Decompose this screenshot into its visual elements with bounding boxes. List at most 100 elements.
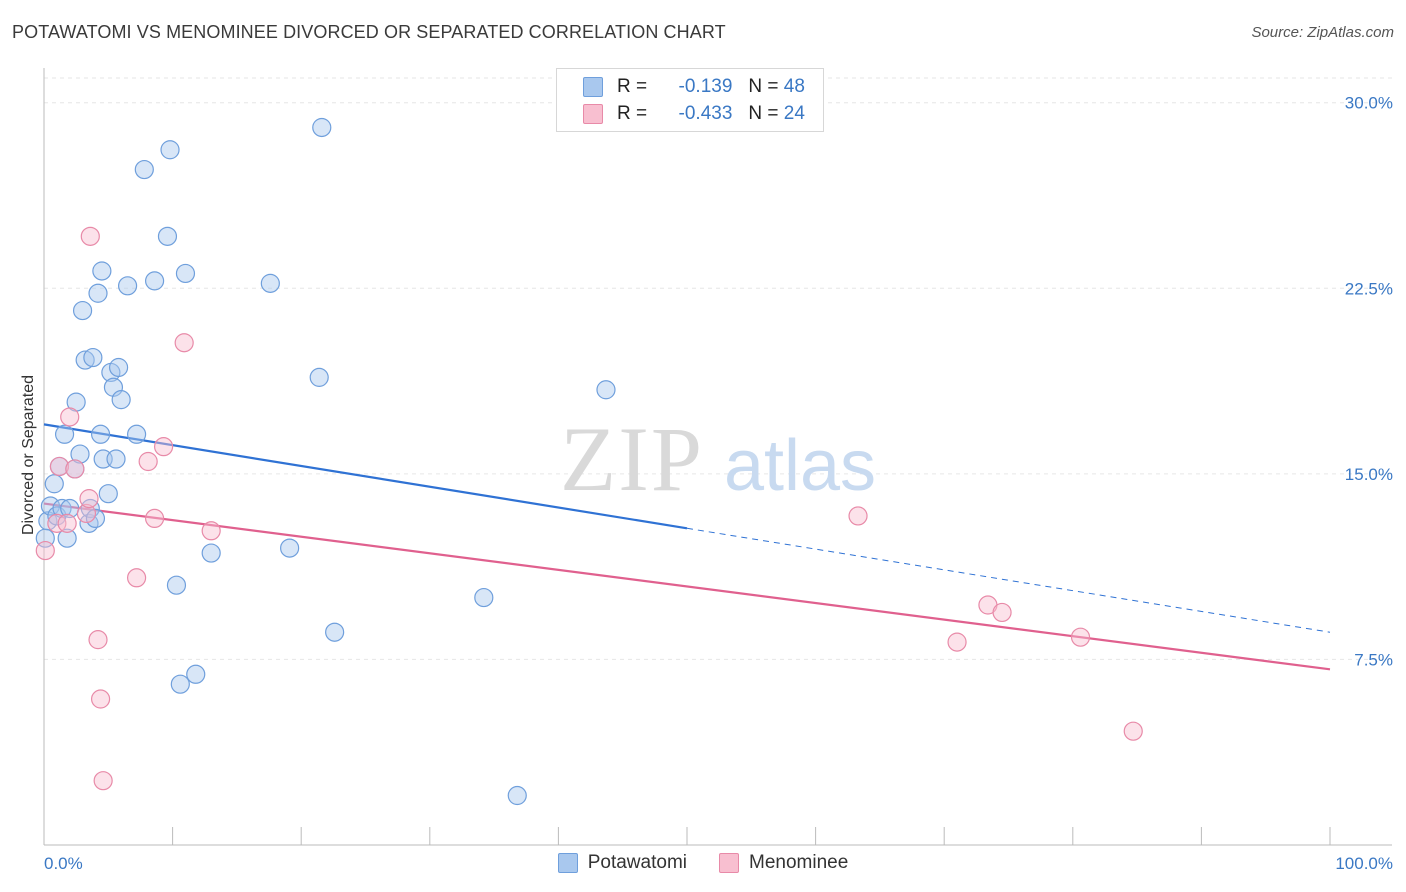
point-potawatomi <box>92 261 112 281</box>
point-potawatomi <box>157 226 178 246</box>
point-menominee <box>1070 627 1091 647</box>
point-potawatomi <box>98 484 118 504</box>
series-label-potawatomi: Potawatomi <box>587 852 687 873</box>
point-potawatomi <box>166 575 187 595</box>
point-potawatomi <box>117 276 138 296</box>
point-menominee <box>60 407 80 427</box>
point-potawatomi <box>474 587 494 608</box>
tick-labels: 7.5% 15.0% 22.5% 30.0% 0.0% 100.0% <box>44 94 1393 873</box>
legend-n-label: N = <box>748 103 779 124</box>
legend-swatch-potawatomi <box>583 77 603 97</box>
point-potawatomi <box>75 350 95 370</box>
point-menominee <box>65 459 85 479</box>
point-menominee <box>174 333 194 353</box>
point-potawatomi <box>40 496 61 516</box>
point-potawatomi <box>312 117 332 138</box>
legend-swatch-menominee <box>583 104 603 124</box>
series-swatch-menominee <box>719 853 739 873</box>
point-potawatomi <box>596 380 616 400</box>
source-credit: Source: ZipAtlas.com <box>1251 24 1394 41</box>
trend-line-menominee <box>43 502 1331 671</box>
point-potawatomi <box>57 528 77 548</box>
legend-n-value: 24 <box>783 103 805 124</box>
point-menominee <box>144 508 165 529</box>
series-legend-menominee[interactable]: Menominee <box>719 852 848 874</box>
chart-title: POTAWATOMI VS MENOMINEE DIVORCED OR SEPA… <box>12 22 726 42</box>
point-potawatomi <box>85 508 106 529</box>
series-label-menominee: Menominee <box>749 852 849 873</box>
point-menominee <box>47 513 67 533</box>
x-tick-label-min: 0.0% <box>44 854 83 873</box>
legend-r-label: R = <box>617 76 648 97</box>
y-tick-label: 15.0% <box>1345 465 1393 484</box>
y-tick-label: 30.0% <box>1345 94 1393 113</box>
point-potawatomi <box>52 498 72 519</box>
point-potawatomi <box>108 357 129 378</box>
point-potawatomi <box>126 424 147 444</box>
point-menominee <box>992 602 1012 623</box>
point-potawatomi <box>72 300 93 321</box>
watermark: ZIP atlas <box>560 408 876 510</box>
series-legend: Potawatomi Menominee <box>0 852 1406 874</box>
point-menominee <box>57 513 77 533</box>
legend-row-potawatomi: R = -0.139 N = 48 <box>557 73 805 101</box>
watermark-zip: ZIP <box>560 408 704 510</box>
trend-lines <box>43 423 1331 671</box>
point-menominee <box>201 521 221 541</box>
point-potawatomi <box>90 424 111 444</box>
data-points <box>35 117 1143 806</box>
point-menominee <box>138 451 158 472</box>
point-menominee <box>848 506 868 526</box>
legend-r-value: -0.139 <box>678 76 733 97</box>
legend-n-label: N = <box>748 76 779 97</box>
series-legend-potawatomi[interactable]: Potawatomi <box>557 852 687 874</box>
legend-n-value: 48 <box>783 76 805 97</box>
point-menominee <box>153 437 174 457</box>
point-menominee <box>88 630 108 650</box>
point-potawatomi <box>325 622 345 642</box>
legend-r-value: -0.433 <box>678 103 733 124</box>
point-menominee <box>947 632 967 652</box>
point-potawatomi <box>44 474 64 494</box>
y-axis-label: Divorced or Separated <box>20 375 37 535</box>
y-tick-label: 7.5% <box>1354 650 1393 669</box>
legend-r-label: R = <box>617 103 648 124</box>
grid-lines <box>44 77 1392 660</box>
point-menominee <box>79 489 99 509</box>
point-potawatomi <box>260 273 280 293</box>
point-potawatomi <box>186 664 206 684</box>
point-potawatomi <box>201 543 221 563</box>
series-swatch-potawatomi <box>557 853 578 873</box>
point-menominee <box>1123 721 1143 741</box>
point-potawatomi <box>111 390 131 410</box>
point-potawatomi <box>54 424 75 444</box>
point-potawatomi <box>309 367 329 387</box>
correlation-legend: R = -0.139 N = 48 R = -0.433 N = 24 <box>556 68 824 132</box>
point-potawatomi <box>144 271 165 291</box>
axes <box>43 68 1392 846</box>
point-potawatomi <box>83 347 103 368</box>
y-tick-label: 22.5% <box>1345 279 1393 298</box>
legend-row-menominee: R = -0.433 N = 24 <box>557 100 805 128</box>
x-tick-label-max: 100.0% <box>1335 854 1393 873</box>
point-menominee <box>76 503 97 524</box>
point-menominee <box>93 771 113 791</box>
point-potawatomi <box>507 785 527 806</box>
point-potawatomi <box>88 283 108 303</box>
point-menominee <box>35 540 55 561</box>
point-potawatomi <box>280 538 300 558</box>
point-potawatomi <box>175 263 196 284</box>
point-menominee <box>126 568 147 588</box>
point-potawatomi <box>134 159 154 180</box>
trend-line-potawatomi <box>43 423 688 530</box>
point-menominee <box>80 226 100 246</box>
point-menominee <box>49 456 70 477</box>
point-potawatomi <box>170 674 190 694</box>
watermark-atlas: atlas <box>724 426 876 506</box>
point-potawatomi <box>70 444 90 464</box>
trend-line-potawatomi-projection <box>686 527 1331 633</box>
point-menominee <box>90 689 111 709</box>
point-potawatomi <box>160 140 180 160</box>
point-potawatomi <box>106 449 126 469</box>
